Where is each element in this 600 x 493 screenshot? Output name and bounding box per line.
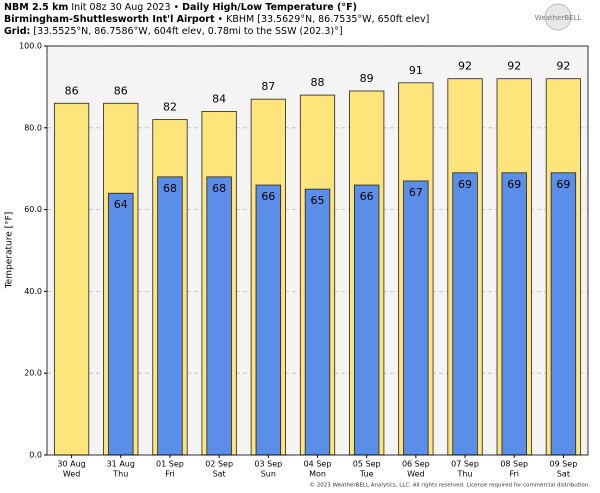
value-label: 89 bbox=[360, 72, 374, 85]
x-tick-label: 02 Sep bbox=[205, 460, 233, 469]
value-label: 66 bbox=[360, 190, 374, 203]
x-tick-label: Wed bbox=[63, 470, 80, 479]
low-bar bbox=[255, 184, 282, 456]
value-label: 92 bbox=[458, 60, 472, 73]
value-label: 86 bbox=[114, 84, 128, 97]
y-axis-title: Temperature [°F] bbox=[5, 212, 15, 290]
y-tick-label: 0.0 bbox=[29, 451, 42, 460]
x-tick-label: 04 Sep bbox=[304, 460, 332, 469]
low-bar bbox=[304, 188, 331, 456]
x-tick-label: Tue bbox=[359, 470, 374, 479]
station: Birmingham-Shuttlesworth Int'l Airport bbox=[4, 14, 215, 25]
value-label: 92 bbox=[507, 60, 521, 73]
low-bar bbox=[501, 172, 527, 456]
x-tick-label: Thu bbox=[112, 470, 128, 479]
value-label: 65 bbox=[311, 194, 325, 207]
plot-frame bbox=[46, 45, 589, 456]
x-tick-label: 09 Sep bbox=[550, 460, 578, 469]
x-tick-label: 08 Sep bbox=[500, 460, 528, 469]
x-tick-label: 30 Aug bbox=[57, 460, 85, 469]
value-label: 68 bbox=[163, 182, 177, 195]
y-tick-label: 60.0 bbox=[24, 205, 42, 214]
x-tick-label: 01 Sep bbox=[156, 460, 184, 469]
value-label: 84 bbox=[212, 92, 226, 105]
value-label: 82 bbox=[163, 101, 177, 114]
value-label: 92 bbox=[556, 60, 570, 73]
x-tick-label: Sat bbox=[213, 470, 226, 479]
y-tick-label: 20.0 bbox=[24, 369, 42, 378]
y-tick-label: 40.0 bbox=[24, 287, 42, 296]
x-tick-label: Fri bbox=[165, 470, 175, 479]
low-bar bbox=[550, 172, 577, 456]
value-label: 64 bbox=[114, 198, 128, 211]
y-tick-label: 100.0 bbox=[19, 42, 42, 51]
grid-info: [33.5525°N, 86.7586°W, 604ft elev, 0.78m… bbox=[33, 26, 343, 37]
grid-label: Grid: bbox=[4, 26, 31, 37]
header-line: Birmingham-Shuttlesworth Int'l Airport •… bbox=[4, 14, 429, 26]
header: NBM 2.5 km Init 08z 30 Aug 2023 • Daily … bbox=[4, 2, 429, 38]
value-label: 68 bbox=[212, 182, 226, 195]
header-line: Grid: [33.5525°N, 86.7586°W, 604ft elev,… bbox=[4, 26, 429, 38]
value-label: 69 bbox=[556, 178, 570, 191]
x-tick-label: Thu bbox=[457, 470, 473, 479]
x-tick-label: 06 Sep bbox=[402, 460, 430, 469]
logo: WeatherBELL bbox=[535, 14, 582, 22]
value-label: 91 bbox=[409, 64, 423, 77]
station-info: • KBHM [33.5629°N, 86.7535°W, 650ft elev… bbox=[217, 14, 430, 25]
value-label: 66 bbox=[261, 190, 275, 203]
x-tick-label: Fri bbox=[509, 470, 519, 479]
high-bar bbox=[53, 102, 90, 456]
footer: © 2023 WeatherBELL Analytics, LLC. All r… bbox=[310, 482, 591, 489]
low-bar bbox=[452, 172, 478, 456]
low-bar bbox=[206, 176, 232, 456]
x-tick-label: 31 Aug bbox=[107, 460, 135, 469]
x-tick-label: 07 Sep bbox=[451, 460, 479, 469]
x-tick-label: Wed bbox=[407, 470, 424, 479]
low-bar bbox=[353, 184, 380, 456]
value-label: 87 bbox=[261, 80, 275, 93]
value-label: 69 bbox=[507, 178, 521, 191]
y-tick-label: 80.0 bbox=[24, 123, 42, 132]
header-line: NBM 2.5 km Init 08z 30 Aug 2023 • Daily … bbox=[4, 2, 429, 14]
chart-title: Daily High/Low Temperature (°F) bbox=[182, 2, 357, 13]
low-bar bbox=[157, 176, 183, 456]
low-bar bbox=[403, 180, 429, 456]
low-bar bbox=[108, 192, 134, 456]
value-label: 86 bbox=[65, 84, 79, 97]
x-tick-label: 05 Sep bbox=[353, 460, 381, 469]
value-label: 69 bbox=[458, 178, 472, 191]
x-tick-label: Mon bbox=[309, 470, 326, 479]
value-label: 88 bbox=[311, 76, 325, 89]
x-tick-label: 03 Sep bbox=[254, 460, 282, 469]
x-tick-label: Sun bbox=[261, 470, 276, 479]
model: NBM 2.5 km bbox=[4, 2, 69, 13]
value-label: 67 bbox=[409, 186, 423, 199]
init: Init 08z 30 Aug 2023 • bbox=[71, 2, 180, 13]
x-tick-label: Sat bbox=[557, 470, 570, 479]
logo-icon bbox=[544, 3, 572, 31]
